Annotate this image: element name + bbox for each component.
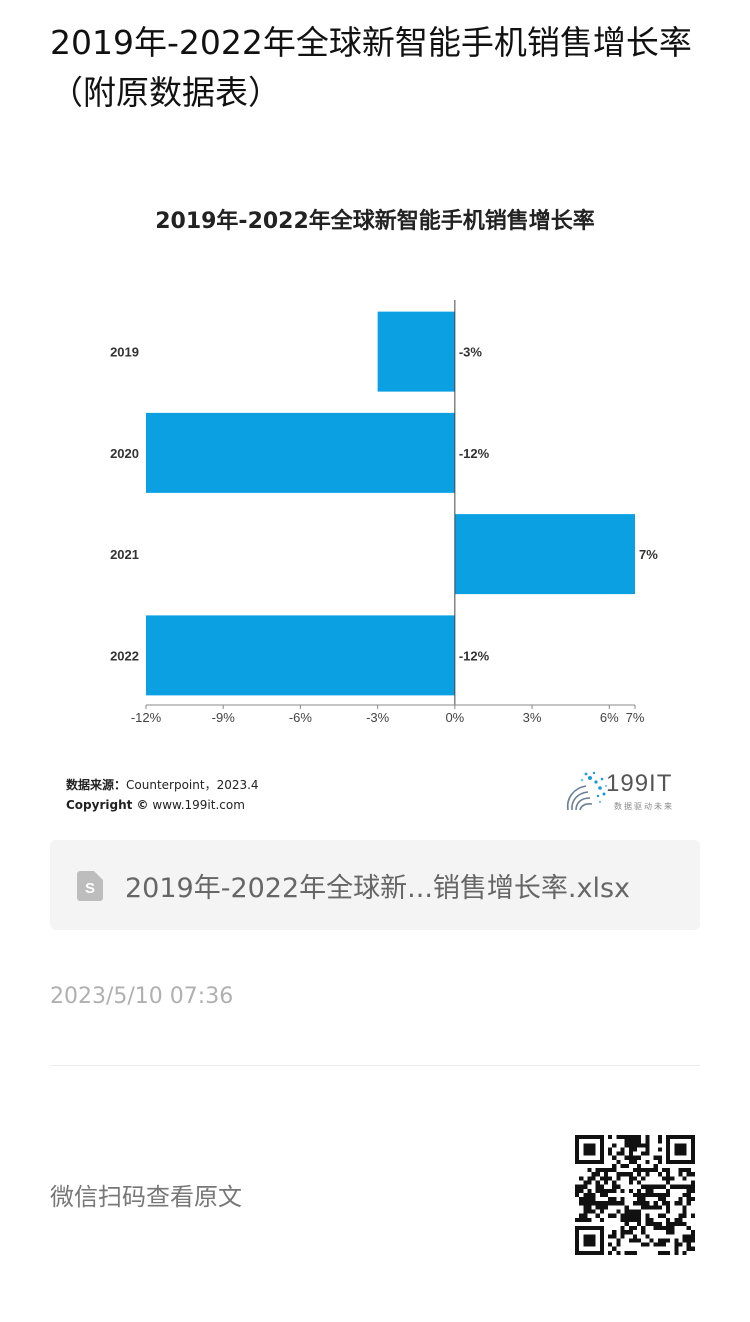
x-tick-label: -3% — [366, 710, 390, 725]
bar-2020 — [146, 412, 455, 493]
bar-chart: 2019 -3% 2020 -12% 2021 7% 2022 -12% -12% -9% -6% -… — [110, 300, 658, 725]
source-text: Counterpoint，2023.4 — [126, 778, 259, 792]
category-label-2020: 2020 — [110, 446, 139, 461]
bar-2021 — [454, 514, 635, 595]
bar-2022 — [146, 615, 455, 696]
qr-code-icon[interactable] — [575, 1135, 695, 1255]
svg-text:S: S — [85, 880, 95, 897]
source-note: 数据来源：Counterpoint，2023.4 Copyright © www… — [66, 775, 259, 815]
data-label-2021: 7% — [639, 547, 658, 562]
attachment-card[interactable]: S 2019年-2022年全球新...销售增长率.xlsx — [50, 840, 700, 930]
spreadsheet-file-icon: S — [77, 871, 103, 901]
category-label-2022: 2022 — [110, 648, 139, 663]
data-label-2019: -3% — [459, 345, 483, 360]
x-tick-label: 3% — [523, 710, 542, 725]
x-tick-label: -9% — [212, 710, 236, 725]
source-label: 数据来源： — [66, 778, 127, 792]
chart-title: 2019年-2022年全球新智能手机销售增长率 — [155, 209, 595, 234]
logo-mark-icon — [566, 771, 608, 811]
attachment-filename: 2019年-2022年全球新...销售增长率.xlsx — [125, 873, 631, 904]
data-label-2020: -12% — [459, 446, 490, 461]
bar-2019 — [377, 311, 455, 392]
brand-logo: 199IT 数据驱动未来 — [560, 768, 700, 818]
x-tick-label: 0% — [445, 710, 464, 725]
copyright-text: www.199it.com — [152, 798, 245, 812]
data-label-2022: -12% — [459, 648, 490, 663]
divider — [50, 1065, 700, 1066]
category-label-2019: 2019 — [110, 345, 139, 360]
scan-hint: 微信扫码查看原文 — [50, 1183, 242, 1211]
logo-text: 199IT — [606, 770, 673, 797]
publish-date: 2023/5/10 07:36 — [50, 984, 234, 1009]
logo-slogan: 数据驱动未来 — [614, 802, 674, 811]
x-tick-label: -12% — [131, 710, 162, 725]
copyright-label: Copyright © — [66, 798, 149, 812]
page-title: 2019年-2022年全球新智能手机销售增长率（附原数据表） — [50, 23, 692, 112]
x-tick-label: 6% — [600, 710, 619, 725]
x-tick-label: 7% — [626, 710, 645, 725]
x-tick-label: -6% — [289, 710, 313, 725]
category-label-2021: 2021 — [110, 547, 139, 562]
